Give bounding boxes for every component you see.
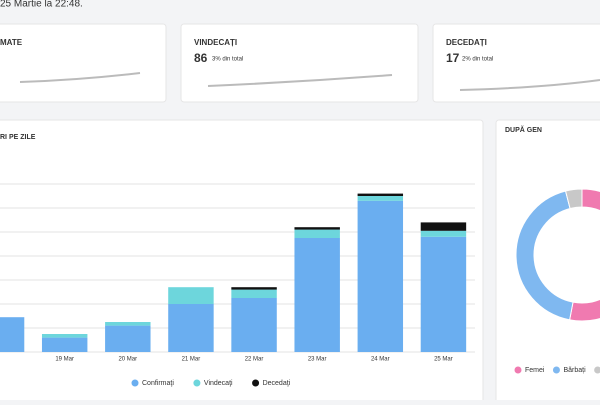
bar-segment — [168, 287, 214, 304]
bar-segment — [105, 325, 151, 352]
legend-swatch — [594, 366, 600, 374]
bar-segment — [357, 196, 404, 201]
bar-segment — [420, 222, 467, 231]
donut-slice — [564, 188, 583, 210]
legend-swatch — [131, 379, 139, 387]
bar-segment — [420, 230, 467, 237]
legend-swatch — [514, 366, 522, 374]
card-title: DECEDAȚI — [446, 38, 487, 47]
bar-segment — [294, 227, 340, 230]
panel — [495, 119, 600, 405]
card — [432, 23, 600, 103]
bar-segment — [420, 236, 467, 352]
legend-label: Bărbați — [563, 367, 586, 374]
sparkline — [459, 79, 600, 91]
x-tick-label: 21 Mar — [182, 357, 201, 363]
bar-segment — [231, 289, 277, 298]
bar-segment — [0, 317, 25, 352]
bar-segment — [294, 229, 340, 238]
bar-segment — [231, 298, 277, 352]
x-tick-label: 20 Mar — [118, 357, 137, 363]
legend-swatch — [552, 366, 560, 374]
chart-title: DUPĂ GEN — [505, 125, 542, 134]
sparkline — [19, 72, 141, 83]
sparkline — [207, 74, 393, 87]
card-note: 3% din total — [212, 57, 243, 63]
bar-segment — [357, 200, 404, 352]
legend-label: Decedaţi — [263, 380, 291, 387]
card-value: 17 — [446, 51, 460, 65]
legend-label: Confirmaţi — [142, 380, 174, 387]
x-tick-label: 25 Mar — [434, 357, 453, 363]
donut-slice — [569, 188, 600, 322]
x-tick-label: 19 Mar — [55, 357, 74, 363]
card-value: 86 — [194, 51, 208, 65]
bar-segment — [41, 337, 88, 352]
bar-segment — [294, 238, 340, 352]
chart-title: RI PE ZILE — [0, 134, 36, 141]
legend-label: Vindecaţi — [204, 380, 233, 387]
card-title: MATE — [0, 38, 23, 47]
x-tick-label: 24 Mar — [371, 357, 390, 363]
legend-swatch — [252, 379, 260, 387]
bar-segment — [357, 193, 404, 196]
card-note: 2% din total — [462, 57, 493, 63]
card-title: VINDECAȚI — [194, 38, 237, 47]
card — [0, 23, 167, 103]
legend-swatch — [193, 379, 201, 387]
legend-label: Femei — [525, 367, 545, 374]
x-tick-label: 22 Mar — [245, 357, 264, 363]
bar-segment — [41, 334, 88, 338]
bar-segment — [105, 322, 151, 326]
bar-segment — [231, 287, 277, 290]
x-tick-label: 23 Mar — [308, 357, 327, 363]
card — [180, 23, 419, 103]
bar-segment — [168, 304, 214, 352]
updated: 25 Martie la 22:48. — [0, 0, 83, 10]
